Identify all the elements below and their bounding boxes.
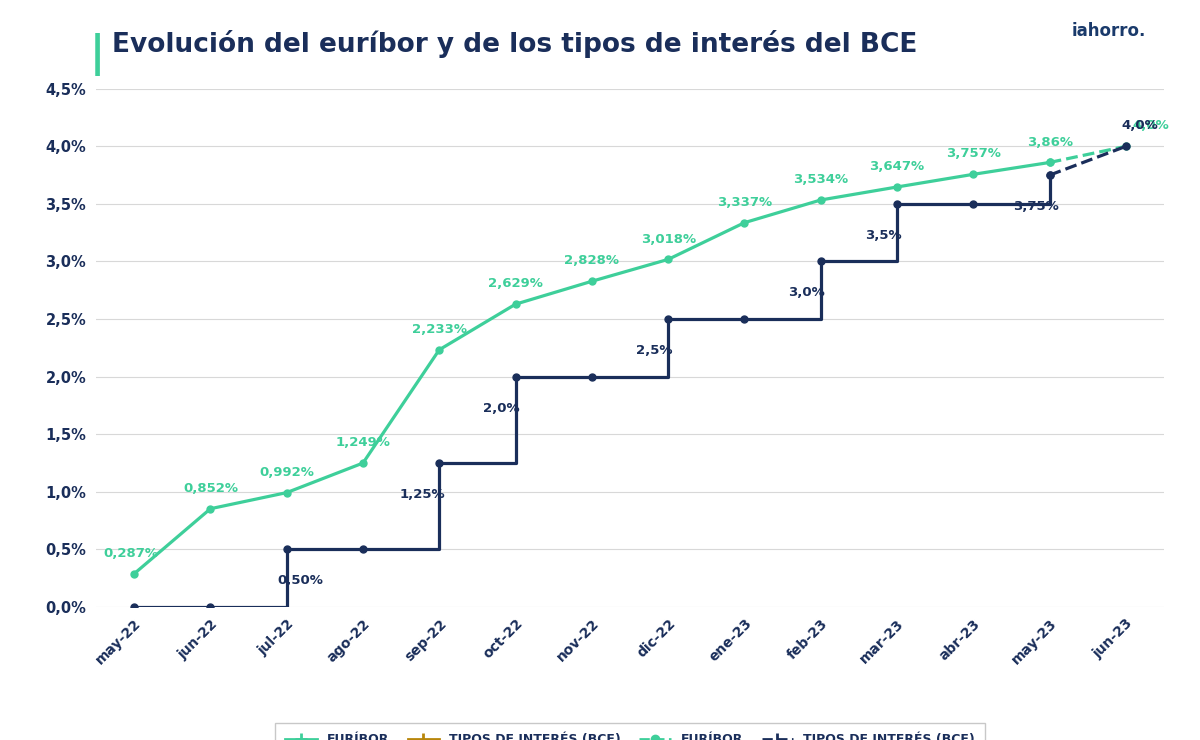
Text: 4,0%: 4,0% (1133, 119, 1169, 132)
Text: 3,5%: 3,5% (865, 229, 901, 242)
Text: 0,992%: 0,992% (259, 465, 314, 479)
Text: iahorro.: iahorro. (1072, 22, 1146, 40)
Text: 0,50%: 0,50% (277, 574, 324, 588)
Text: 2,0%: 2,0% (484, 402, 520, 414)
Text: 4,0%: 4,0% (1121, 119, 1158, 132)
Text: 3,0%: 3,0% (788, 286, 826, 300)
Text: 2,828%: 2,828% (564, 255, 619, 267)
Text: 1,25%: 1,25% (400, 488, 445, 501)
Text: 0,287%: 0,287% (104, 547, 158, 560)
Text: 3,757%: 3,757% (946, 147, 1001, 161)
Legend: EURÍBOR, TIPOS DE INTERÉS (BCE), EURÍBOR, TIPOS DE INTERÉS (BCE): EURÍBOR, TIPOS DE INTERÉS (BCE), EURÍBOR… (275, 723, 985, 740)
Text: 3,647%: 3,647% (870, 160, 924, 173)
Text: 1,249%: 1,249% (336, 436, 390, 449)
Text: |: | (90, 33, 106, 76)
Text: 3,75%: 3,75% (1013, 200, 1058, 213)
Text: 3,86%: 3,86% (1026, 135, 1073, 149)
Text: 2,233%: 2,233% (412, 323, 467, 336)
Text: 3,534%: 3,534% (793, 173, 848, 186)
Text: 3,337%: 3,337% (716, 196, 772, 209)
Text: Evolución del euríbor y de los tipos de interés del BCE: Evolución del euríbor y de los tipos de … (112, 30, 917, 58)
Text: 0,852%: 0,852% (182, 482, 238, 495)
Text: 3,018%: 3,018% (641, 232, 696, 246)
Text: 2,629%: 2,629% (488, 278, 544, 290)
Text: 2,5%: 2,5% (636, 344, 672, 357)
